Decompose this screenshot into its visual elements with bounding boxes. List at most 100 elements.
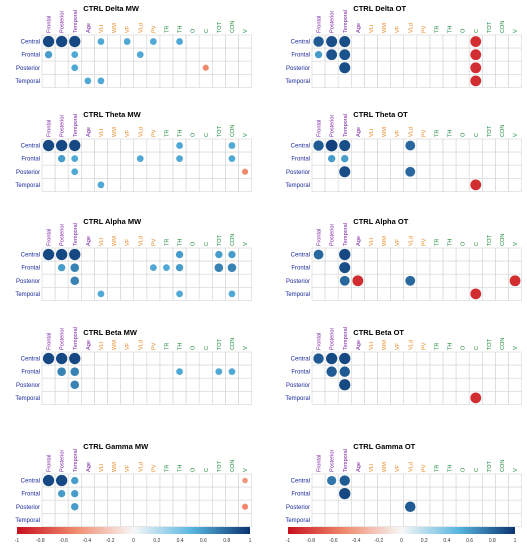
column-label: TOT — [217, 125, 223, 137]
grid-cell — [311, 512, 326, 527]
grid-cell — [94, 499, 108, 514]
grid-cell — [238, 286, 252, 301]
grid-cell — [212, 138, 226, 153]
grid-cell — [455, 151, 470, 166]
grid-cell — [67, 512, 82, 527]
grid-cell — [311, 178, 326, 192]
grid-cell — [146, 499, 161, 514]
column-label: CON — [500, 21, 506, 33]
grid-cell — [107, 74, 121, 88]
column-label: Frontal — [317, 120, 323, 137]
column-label: TOT — [217, 234, 223, 246]
grid-cell — [350, 74, 365, 88]
column-label: Age — [86, 236, 92, 246]
grid-cell — [350, 34, 365, 49]
grid-cell — [508, 151, 522, 166]
correlation-point — [55, 139, 68, 152]
grid-cell — [403, 60, 418, 75]
grid-cell — [238, 74, 252, 88]
grid-cell — [159, 247, 174, 262]
grid-cell — [495, 164, 509, 179]
column-label: Posterior — [60, 10, 66, 33]
row-label: Temporal — [285, 183, 310, 189]
grid-cell — [146, 247, 161, 262]
column-label: V — [243, 133, 249, 137]
grid-cell — [120, 151, 134, 166]
grid-cell — [172, 351, 187, 366]
grid-cell — [429, 164, 444, 179]
grid-cell — [442, 34, 457, 49]
grid-cell — [41, 151, 56, 166]
colorbar-tick: 0 — [400, 538, 403, 544]
grid-cell — [238, 247, 252, 262]
grid-cell — [146, 512, 161, 527]
row-label: Central — [21, 357, 40, 363]
correlation-point — [71, 168, 79, 176]
grid-cell — [442, 351, 457, 366]
grid-cell — [481, 34, 496, 49]
grid-cell — [225, 47, 239, 62]
column-label: CON — [230, 338, 236, 350]
grid-cell — [159, 138, 174, 153]
grid-cell — [350, 377, 365, 392]
column-label: PV — [421, 342, 427, 350]
panel-title: CTRL Alpha OT — [353, 217, 408, 226]
grid-cell — [377, 499, 391, 514]
grid-cell — [364, 164, 378, 179]
grid-cell — [481, 512, 496, 527]
grid-cell — [133, 60, 148, 75]
column-label: VF — [395, 129, 401, 137]
grid-cell — [67, 390, 82, 405]
grid-cell — [481, 499, 496, 514]
colorbar-gradient — [17, 527, 250, 534]
grid-cell — [172, 273, 187, 288]
grid-cell — [120, 364, 134, 379]
grid-cell — [311, 60, 326, 75]
grid-cell — [159, 390, 174, 405]
grid-cell — [133, 512, 148, 527]
grid-cell — [455, 138, 470, 153]
correlation-point — [326, 36, 338, 48]
column-label: Frontal — [47, 333, 53, 350]
panel-ctrl-theta-mw: CTRL Theta MW Frontal Posterior Temporal Age… — [15, 110, 252, 192]
grid-cell — [238, 34, 252, 49]
column-label: TR — [164, 26, 170, 33]
grid-cell — [198, 473, 213, 488]
row-label: Posterior — [286, 279, 310, 285]
grid-cell — [429, 74, 444, 88]
grid-cell — [198, 247, 213, 262]
column-label: C — [474, 133, 480, 137]
grid-cell — [94, 247, 108, 262]
grid-cell — [495, 351, 509, 366]
grid-cell — [508, 247, 522, 262]
grid-cell — [120, 486, 134, 501]
column-label: V — [243, 242, 249, 246]
grid-cell — [238, 178, 252, 192]
grid-cell — [350, 260, 365, 275]
grid-cell — [81, 151, 95, 166]
grid-cell — [311, 164, 326, 179]
column-label: TH — [448, 26, 454, 33]
grid-cell — [185, 286, 200, 301]
grid-cell — [159, 34, 174, 49]
grid-cell — [390, 60, 405, 75]
grid-cell — [185, 164, 200, 179]
column-label: TOT — [217, 460, 223, 472]
grid-cell — [41, 273, 56, 288]
grid-cell — [429, 377, 444, 392]
grid-cell — [172, 377, 187, 392]
grid-cell — [133, 34, 148, 49]
correlation-point — [470, 62, 482, 74]
grid-cell — [41, 364, 56, 379]
grid-cell — [429, 473, 444, 488]
grid-cell — [364, 390, 378, 405]
correlation-point — [123, 38, 131, 45]
grid-cell — [481, 247, 496, 262]
grid-cell — [416, 286, 431, 301]
grid-cell — [159, 377, 174, 392]
grid-cell — [468, 377, 483, 392]
column-label: PV — [421, 238, 427, 246]
grid-cell — [403, 151, 418, 166]
column-label: VLd — [408, 462, 414, 472]
grid-cell — [364, 364, 378, 379]
